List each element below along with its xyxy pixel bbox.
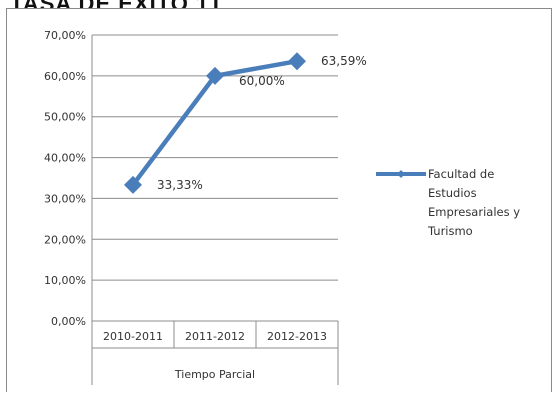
x-tick-label: 2011-2012 [185,330,245,343]
data-label: 63,59% [321,54,367,68]
y-tick-label: 50,00% [44,111,86,124]
y-tick-label: 40,00% [44,152,86,165]
series-group [124,52,306,194]
x-group-label: Tiempo Parcial [174,368,255,381]
data-point [124,175,142,194]
y-tick-label: 20,00% [44,233,86,246]
data-label: 33,33% [157,178,203,192]
y-tick-label: 0,00% [51,315,86,328]
y-tick-label: 30,00% [44,192,86,205]
x-tick-label: 2012-2013 [267,330,327,343]
axes [91,35,339,385]
legend: Facultad de Estudios Empresariales y Turism… [376,167,520,238]
y-tick-label: 60,00% [44,70,86,83]
legend-label-line: Estudios [428,186,477,200]
gridlines [92,34,338,322]
legend-label-line: Facultad de [428,167,494,181]
y-tick-label: 10,00% [44,274,86,287]
data-point [206,66,224,85]
data-labels: 33,33% 60,00% 63,59% [157,54,367,192]
x-tick-label: 2010-2011 [103,330,163,343]
data-label: 60,00% [239,74,285,88]
legend-label-line: Empresariales y [428,205,520,219]
data-point [288,52,306,71]
x-tick-labels: 2010-2011 2011-2012 2012-2013 Tiempo Parcia… [103,330,327,381]
y-tick-labels: 0,00% 10,00% 20,00% 30,00% 40,00% 50,00% 60,00… [44,29,86,328]
legend-label-line: Turismo [427,224,473,238]
chart-frame [6,8,552,392]
y-tick-label: 70,00% [44,29,86,42]
legend-marker-swatch [397,170,405,178]
